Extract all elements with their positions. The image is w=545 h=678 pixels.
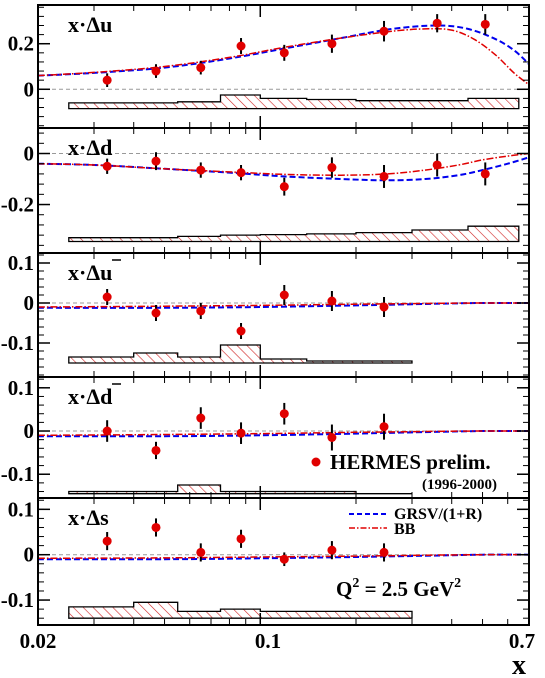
data-point — [236, 41, 246, 51]
panel-label: x·Δs — [68, 505, 109, 530]
systematic-band — [68, 94, 520, 110]
panel-3: 0.1 0 -0.1 x·Δu — [1, 251, 530, 378]
data-point — [151, 66, 161, 76]
data-point — [379, 26, 389, 36]
q2-exponent: 2 — [352, 576, 359, 591]
q2-exponent-2: 2 — [454, 576, 461, 591]
y-tick-label: 0.2 — [8, 32, 34, 56]
y-tick-label: -0.2 — [1, 193, 34, 217]
y-tick-label: 0.1 — [8, 251, 34, 275]
grsv-curve — [37, 24, 530, 77]
q2-middle: = 2.5 GeV — [359, 577, 454, 601]
y-tick-label: 0 — [24, 543, 35, 567]
data-point — [279, 182, 289, 192]
data-point — [102, 292, 112, 302]
data-point — [151, 445, 161, 455]
y-tick-label: -0.1 — [1, 462, 34, 486]
data-point — [236, 168, 246, 178]
legend-grsv-label: GRSV/(1+R) — [394, 506, 482, 523]
data-point — [480, 19, 490, 29]
legend-data-marker — [311, 457, 321, 467]
panel-label: x·Δd — [68, 135, 112, 160]
data-point — [151, 308, 161, 318]
panel-5: 0.1 0 -0.1 x·Δs — [1, 497, 530, 626]
data-point — [327, 39, 337, 49]
q2-prefix: Q — [336, 577, 352, 601]
data-point — [480, 169, 490, 179]
systematic-band — [68, 225, 520, 243]
data-point — [379, 171, 389, 181]
panel-1: 0.2 0 x·Δu — [8, 4, 530, 129]
x-tick-label-1: 0.1 — [255, 629, 281, 653]
bb-curve — [37, 302, 530, 308]
bb-curve — [37, 430, 530, 437]
y-tick-label: 0.1 — [8, 376, 34, 400]
q2-annotation: Q2 = 2.5 GeV2 — [336, 576, 461, 601]
data-point — [279, 554, 289, 564]
bb-curve — [37, 152, 530, 176]
data-point — [196, 547, 206, 557]
panel-2: 0 -0.2 x·Δd — [1, 127, 530, 254]
data-point — [102, 536, 112, 546]
data-point — [327, 296, 337, 306]
systematic-band — [68, 484, 412, 495]
data-point — [279, 290, 289, 300]
data-point — [236, 326, 246, 336]
data-point — [196, 413, 206, 423]
panel-label: x·Δu — [68, 260, 112, 285]
data-point — [236, 428, 246, 438]
data-point — [236, 534, 246, 544]
systematic-band — [68, 601, 413, 619]
legend-data-sublabel: (1996-2000) — [422, 477, 497, 493]
x-tick-label-2: 0.7 — [509, 629, 535, 653]
data-point — [379, 302, 389, 312]
data-point — [379, 547, 389, 557]
grsv-curve — [37, 156, 530, 182]
y-tick-label: -0.1 — [1, 331, 34, 355]
y-tick-label: 0 — [24, 77, 35, 101]
data-point — [196, 63, 206, 73]
x-axis-label: x — [512, 650, 526, 678]
x-tick-label-0: 0.02 — [20, 629, 57, 653]
y-tick-label: 0 — [24, 419, 35, 443]
legend-bb-label: BB — [394, 521, 416, 538]
data-point — [102, 161, 112, 171]
panel-frame — [37, 497, 530, 626]
data-point — [432, 160, 442, 170]
data-point — [327, 545, 337, 555]
data-point — [327, 163, 337, 173]
data-point — [327, 433, 337, 442]
data-point — [151, 522, 161, 532]
panel-label: x·Δd — [68, 384, 112, 409]
data-point — [279, 48, 289, 58]
y-tick-label: 0 — [24, 142, 35, 166]
y-tick-label: -0.1 — [1, 588, 34, 612]
y-tick-label: 0 — [24, 291, 35, 315]
data-point — [379, 422, 389, 432]
data-point — [196, 165, 206, 175]
data-point — [102, 75, 112, 85]
data-point — [279, 409, 289, 419]
bb-curve — [37, 27, 530, 86]
legend-data-label: HERMES prelim. — [330, 450, 491, 474]
systematic-band — [68, 344, 413, 364]
panel-4: 0.1 0 -0.1 x·Δd — [1, 376, 530, 499]
panels-group: 0.2 0 x·Δu 0 -0.2 x·Δd 0.1 0 -0.1 x·Δu 0.1 0 -0.1 x·Δ… — [1, 4, 530, 626]
panel-label: x·Δu — [68, 12, 112, 37]
bb-curve — [37, 553, 530, 560]
y-tick-label: 0.1 — [8, 497, 34, 521]
data-point — [102, 426, 112, 436]
data-point — [432, 18, 442, 28]
data-point — [196, 306, 206, 316]
data-point — [151, 156, 161, 166]
